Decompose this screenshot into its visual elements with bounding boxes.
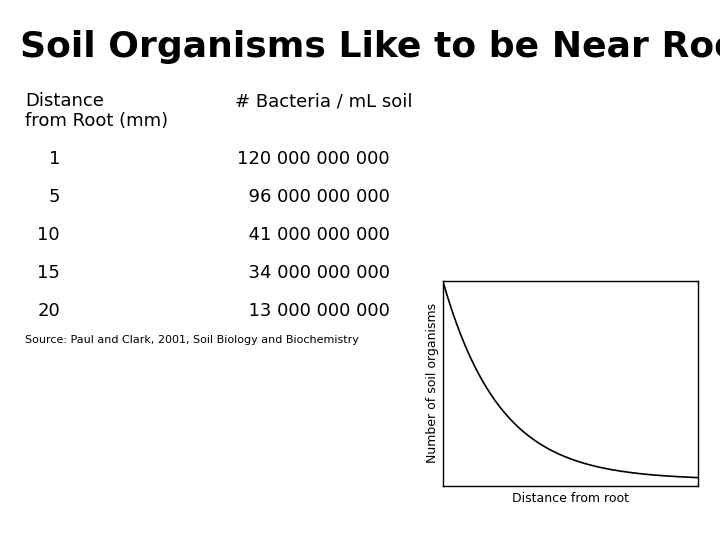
Text: 96 000 000 000: 96 000 000 000	[237, 188, 390, 206]
Text: 41 000 000 000: 41 000 000 000	[237, 226, 390, 244]
Text: 120 000 000 000: 120 000 000 000	[238, 150, 390, 168]
Text: 15: 15	[37, 264, 60, 282]
Text: 10: 10	[37, 226, 60, 244]
Text: 13 000 000 000: 13 000 000 000	[237, 302, 390, 320]
Text: 20: 20	[37, 302, 60, 320]
Text: Soil Organisms Like to be Near Roots: Soil Organisms Like to be Near Roots	[20, 30, 720, 64]
Text: 1: 1	[49, 150, 60, 168]
Text: 34 000 000 000: 34 000 000 000	[237, 264, 390, 282]
Text: 5: 5	[48, 188, 60, 206]
Text: from Root (mm): from Root (mm)	[25, 112, 168, 130]
Text: Source: Paul and Clark, 2001, Soil Biology and Biochemistry: Source: Paul and Clark, 2001, Soil Biolo…	[25, 335, 359, 345]
Text: Distance: Distance	[25, 92, 104, 110]
Text: # Bacteria / mL soil: # Bacteria / mL soil	[235, 92, 413, 110]
X-axis label: Distance from root: Distance from root	[512, 491, 629, 504]
Y-axis label: Number of soil organisms: Number of soil organisms	[426, 303, 438, 463]
